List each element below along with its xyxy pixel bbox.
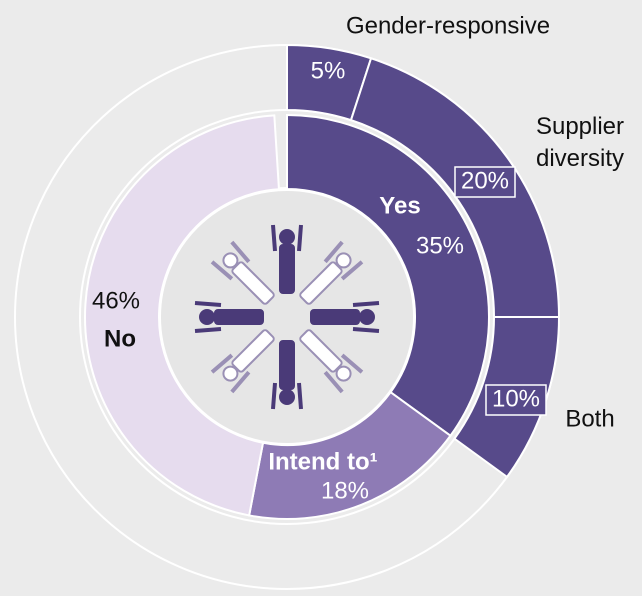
icon-arms xyxy=(210,353,251,394)
icon-arms xyxy=(352,301,380,333)
icon-body xyxy=(279,340,295,390)
segment-value-label: 20% xyxy=(461,167,509,194)
inner-segment xyxy=(84,114,281,517)
icon-arms xyxy=(210,240,251,281)
center-circle xyxy=(157,187,417,447)
icon-body xyxy=(299,329,343,373)
segment-value-label: 10% xyxy=(492,385,540,412)
segment-value-label: 18% xyxy=(321,477,369,504)
icon-body xyxy=(231,261,275,305)
icon-figure xyxy=(299,329,364,394)
icon-arms xyxy=(194,301,222,333)
segment-name: Yes xyxy=(379,192,420,219)
segment-value-label: 5% xyxy=(311,57,346,84)
segment-name: No xyxy=(104,325,136,352)
inner-segment xyxy=(286,113,490,438)
label-box xyxy=(454,166,516,198)
icon-figure xyxy=(299,240,364,305)
icon-head xyxy=(335,252,352,269)
icon-arms xyxy=(271,382,303,410)
segment-name: Intend to¹ xyxy=(268,448,377,475)
icon-body xyxy=(231,329,275,373)
icon-body xyxy=(310,309,360,325)
category-label: Supplier diversity xyxy=(536,113,624,172)
icon-head xyxy=(199,309,215,325)
icon-figure xyxy=(271,224,303,294)
label-box xyxy=(485,384,547,416)
segment-value-label: 46% xyxy=(92,287,140,314)
category-label: Gender-responsive xyxy=(346,12,550,39)
icon-head xyxy=(279,229,295,245)
icon-arms xyxy=(323,353,364,394)
icon-figure xyxy=(271,340,303,410)
icon-head xyxy=(279,389,295,405)
icon-head xyxy=(222,365,239,382)
category-label: Both xyxy=(565,405,614,432)
icon-arms xyxy=(323,240,364,281)
icon-body xyxy=(279,244,295,294)
icon-body xyxy=(299,261,343,305)
icon-figure xyxy=(194,301,264,333)
icon-figure xyxy=(210,240,275,305)
icon-head xyxy=(359,309,375,325)
icon-figure xyxy=(210,329,275,394)
icon-head xyxy=(222,252,239,269)
icon-figure xyxy=(310,301,380,333)
icon-body xyxy=(214,309,264,325)
segment-value-label: 35% xyxy=(416,232,464,259)
icon-arms xyxy=(271,224,303,252)
icon-head xyxy=(335,365,352,382)
